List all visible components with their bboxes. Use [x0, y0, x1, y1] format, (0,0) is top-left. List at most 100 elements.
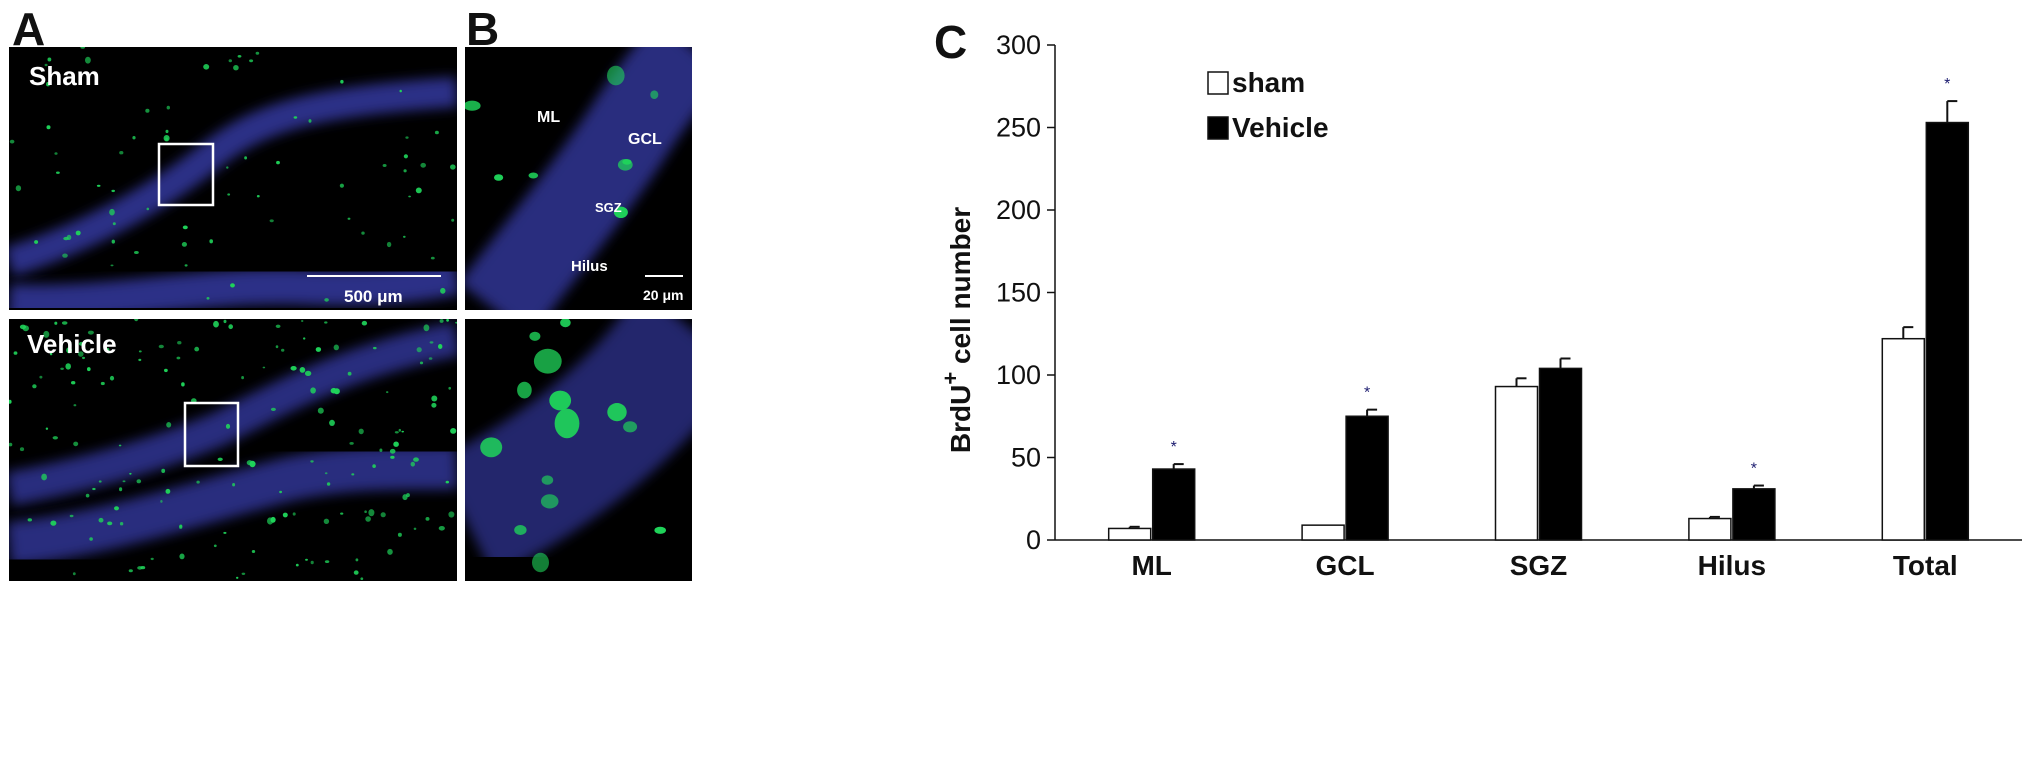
region-label-gcl: GCL — [628, 131, 662, 148]
brdu-cell — [315, 347, 322, 352]
panel-letter-a: A — [12, 3, 46, 55]
brdu-cell — [390, 455, 395, 459]
legend-swatch-vehicle — [1207, 116, 1229, 140]
bar-sham-total — [1881, 337, 1926, 541]
brdu-cell — [292, 512, 296, 516]
brdu-cell — [217, 457, 223, 461]
brdu-cell — [34, 240, 39, 244]
y-axis-label: BrdU+ cell number — [938, 207, 977, 453]
brdu-cell — [361, 231, 365, 235]
brdu-cell — [372, 464, 376, 468]
brdu-cell — [80, 47, 85, 49]
brdu-cell — [118, 444, 122, 447]
brdu-cell — [61, 321, 68, 325]
brdu-cell — [241, 572, 246, 575]
brdu-cell — [529, 331, 541, 341]
brdu-cell — [75, 230, 81, 236]
brdu-cell — [533, 348, 562, 374]
brdu-cell — [347, 371, 352, 376]
brdu-cell — [146, 207, 150, 211]
x-category-labels: ML GCL SGZ Hilus Total — [1131, 550, 1957, 581]
micrograph-b-sham: ML GCL SGZ Hilus 20 μm — [465, 47, 692, 310]
brdu-cell — [9, 139, 15, 144]
brdu-cell — [413, 457, 419, 462]
brdu-cell — [228, 324, 233, 330]
brdu-cell — [554, 408, 580, 439]
significance-mark: * — [1751, 461, 1757, 478]
micrograph-a-sham-image — [9, 47, 457, 310]
brdu-cell — [303, 337, 306, 340]
brdu-cell — [44, 63, 48, 67]
y-tick-label: 100 — [996, 360, 1041, 390]
brdu-cell — [386, 391, 389, 394]
micrograph-b-sham-image — [465, 47, 692, 310]
brdu-cell — [455, 321, 457, 324]
brdu-cell — [310, 460, 314, 463]
micrograph-a-vehicle: Vehicle — [9, 319, 457, 581]
legend-label-sham: sham — [1232, 67, 1305, 98]
brdu-cell — [299, 367, 306, 373]
brdu-cell — [78, 341, 84, 346]
brdu-cell — [413, 527, 417, 530]
brdu-cell — [249, 59, 254, 63]
brdu-cell — [613, 206, 628, 218]
brdu-cell — [339, 183, 344, 188]
brdu-cell — [308, 119, 312, 123]
brdu-cell — [276, 160, 280, 165]
brdu-cell — [528, 172, 539, 179]
brdu-cell — [43, 330, 50, 338]
brdu-cell — [379, 448, 383, 452]
brdu-cell — [56, 171, 60, 174]
brdu-cell — [389, 448, 396, 454]
brdu-cell — [184, 264, 188, 267]
brdu-cell — [622, 159, 632, 165]
brdu-cell — [623, 421, 638, 433]
y-tick-label: 200 — [996, 195, 1041, 225]
brdu-cell — [650, 90, 659, 99]
x-category-label: ML — [1131, 550, 1171, 581]
brdu-cell — [262, 366, 266, 369]
brdu-cell — [415, 187, 422, 194]
bar-vehicle-sgz — [1538, 367, 1583, 541]
brdu-cell — [347, 217, 351, 220]
micrograph-b-vehicle — [465, 319, 692, 581]
brdu-cell — [398, 428, 401, 432]
y-tick-label: 50 — [1011, 443, 1041, 473]
brdu-cell — [448, 386, 452, 390]
brdu-cell — [446, 319, 449, 322]
brdu-cell — [181, 242, 187, 247]
scale-label-b: 20 μm — [643, 287, 684, 303]
x-category-label: Total — [1893, 550, 1958, 581]
brdu-cell — [166, 105, 170, 110]
brdu-cell — [394, 431, 399, 434]
brdu-cell — [87, 367, 91, 372]
brdu-cell — [241, 376, 245, 380]
brdu-cell — [82, 356, 85, 360]
region-label-hilus: Hilus — [571, 258, 608, 275]
bars: * * * * — [1107, 76, 1970, 541]
y-label-sup: + — [938, 372, 963, 385]
brdu-cell — [301, 320, 304, 322]
brdu-cell — [69, 514, 74, 518]
brdu-cell — [179, 553, 185, 560]
brdu-cell — [15, 185, 22, 192]
brdu-cell — [119, 151, 124, 155]
brdu-cell — [60, 367, 64, 370]
brdu-cell — [71, 381, 76, 385]
brdu-cell — [223, 531, 227, 534]
brdu-cell — [165, 488, 171, 494]
legend-swatch-sham — [1207, 71, 1229, 95]
brdu-cell — [293, 116, 298, 119]
brdu-cell — [111, 239, 116, 244]
significance-mark: * — [1171, 439, 1177, 456]
brdu-cell — [382, 164, 387, 167]
brdu-cell — [160, 500, 163, 503]
y-tick-label: 250 — [996, 113, 1041, 143]
brdu-cell — [145, 108, 150, 113]
brdu-cell — [353, 570, 359, 575]
brdu-cell — [430, 256, 435, 260]
brdu-cell — [532, 552, 549, 573]
bar-chart: C 0 50 100 150 200 250 300 * * * * ML GCL SGZ Hilus T… — [934, 16, 2022, 581]
brdu-cell — [182, 225, 188, 230]
x-category-label: GCL — [1316, 550, 1375, 581]
